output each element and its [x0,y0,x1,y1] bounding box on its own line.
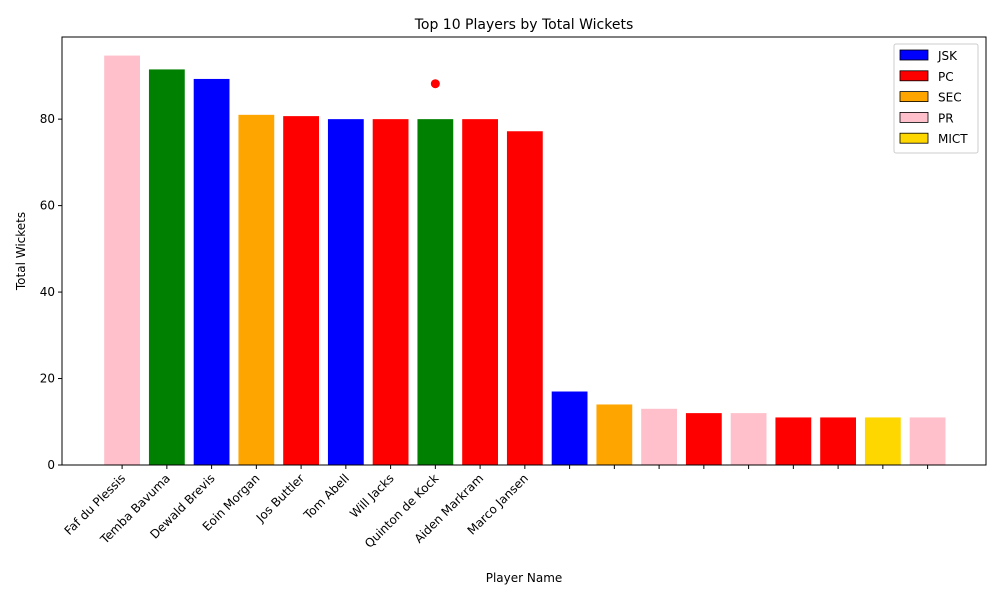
legend-label: PR [938,111,954,125]
bar-4 [238,114,275,465]
y-tick-label: 0 [47,458,55,472]
y-tick-label: 60 [40,199,55,213]
bar-7 [372,119,409,465]
x-axis-label: Player Name [486,571,563,585]
bar-2 [148,69,185,466]
bar-11 [551,391,588,465]
bar-15 [730,413,767,465]
legend-swatch [899,49,929,61]
bar-8 [417,119,454,465]
y-tick-label: 40 [40,285,55,299]
legend-swatch [899,91,929,102]
bar-12 [596,404,633,465]
bars-group [104,55,946,466]
y-ticks-group: 0 20 40 60 80 [40,112,62,472]
y-tick-label: 20 [40,372,55,386]
y-axis-label: Total Wickets [14,212,28,291]
bar-6 [327,119,364,465]
legend-label: PC [938,70,954,84]
marker-point [430,79,440,89]
bar-17 [820,417,856,465]
axes-frame [61,36,987,466]
bar-19 [909,417,946,465]
x-tick-label: Jos Buttler [253,471,307,525]
x-tick-label: Tom Abell [300,471,352,523]
legend-label: MICT [938,132,968,146]
legend-label: SEC [938,91,962,105]
legend-label: JSK [937,49,958,63]
bar-14 [685,413,722,465]
bar-10 [506,131,543,465]
legend: JSK PC SEC PR MICT [893,43,979,154]
bar-9 [462,119,498,465]
bar-16 [775,417,812,465]
y-tick-label: 80 [40,112,55,126]
bar-18 [864,417,901,465]
legend-swatch [899,132,929,144]
chart-title: Top 10 Players by Total Wickets [414,17,634,33]
legend-swatch [899,70,929,82]
bar-13 [641,408,677,465]
marker-layer [430,79,440,89]
bar-3 [193,78,230,465]
legend-swatch [899,112,929,123]
bar-5 [283,116,319,466]
bar-1 [104,55,140,466]
